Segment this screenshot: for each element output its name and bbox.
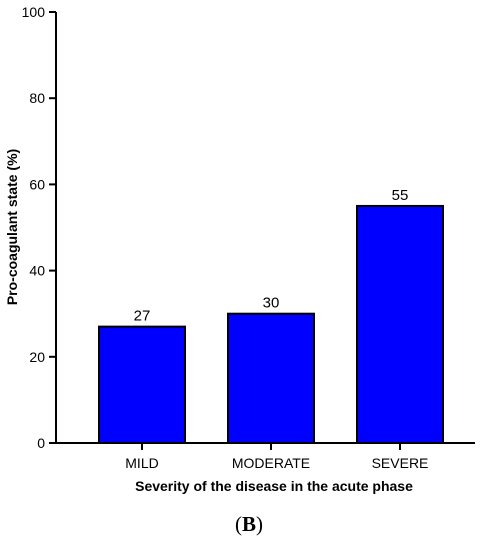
bars xyxy=(98,204,444,445)
bar xyxy=(356,204,444,444)
x-tick-label: MILD xyxy=(125,455,158,471)
data-labels: 27 30 55 xyxy=(134,187,409,325)
bar-chart: 0 20 40 60 80 100 MILD MODERATE SEVERE 27 30 55 P… xyxy=(4,4,475,494)
x-axis-title: Severity of the disease in the acute pha… xyxy=(135,478,413,494)
axes xyxy=(55,12,475,444)
y-tick-label: 60 xyxy=(29,176,45,192)
x-ticks: MILD MODERATE SEVERE xyxy=(125,443,428,471)
y-tick-label: 20 xyxy=(29,349,45,365)
y-tick-label: 0 xyxy=(37,435,45,451)
y-axis-title: Pro-coagulant state (%) xyxy=(4,149,20,305)
panel-label-letter: B xyxy=(241,512,256,536)
x-tick-label: MODERATE xyxy=(232,455,310,471)
bar xyxy=(98,325,186,445)
bar-value-label: 55 xyxy=(392,187,409,204)
bar-value-label: 30 xyxy=(263,295,280,312)
x-tick-label: SEVERE xyxy=(372,455,429,471)
bar-value-label: 27 xyxy=(134,308,151,325)
y-tick-label: 80 xyxy=(29,90,45,106)
panel-label-open: ( xyxy=(234,512,242,536)
panel-label: (B) xyxy=(0,512,498,537)
bar xyxy=(227,312,315,445)
panel-label-close: ) xyxy=(256,512,263,536)
y-tick-label: 40 xyxy=(29,263,45,279)
y-ticks: 0 20 40 60 80 100 xyxy=(22,4,56,451)
y-tick-label: 100 xyxy=(22,4,46,20)
